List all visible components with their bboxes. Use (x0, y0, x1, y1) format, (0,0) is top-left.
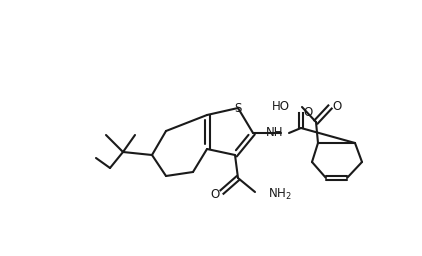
Text: O: O (211, 188, 219, 201)
Text: O: O (333, 101, 342, 113)
Text: S: S (234, 101, 242, 114)
Text: O: O (303, 106, 313, 120)
Text: NH: NH (266, 126, 284, 140)
Text: NH$_2$: NH$_2$ (268, 186, 292, 201)
Text: HO: HO (272, 101, 290, 113)
